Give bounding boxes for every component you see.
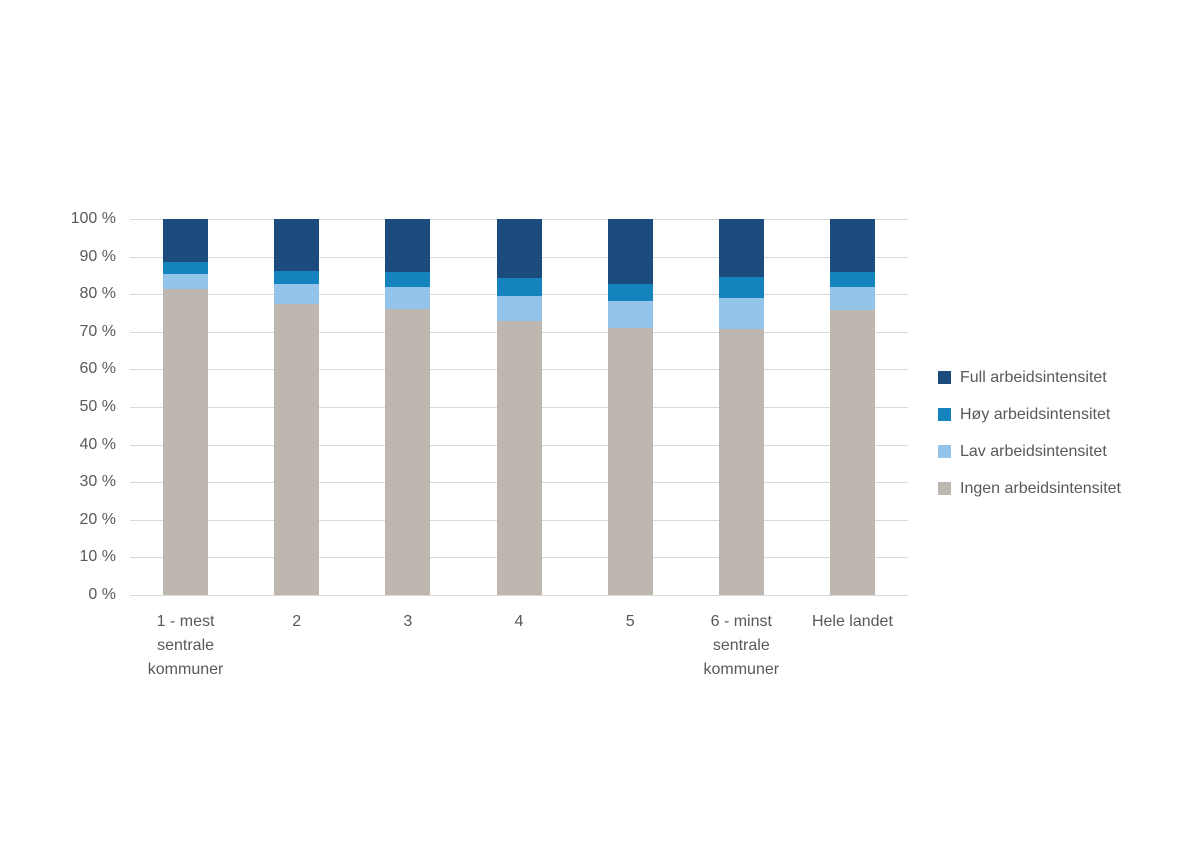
legend-swatch-icon bbox=[938, 408, 951, 421]
bar-segment-lav bbox=[385, 287, 431, 310]
y-tick-label: 70 % bbox=[79, 322, 116, 340]
y-tick-label: 50 % bbox=[79, 398, 116, 415]
bar-segment-full bbox=[163, 219, 209, 263]
bar-segment-høy bbox=[718, 276, 764, 298]
bar-segment-full bbox=[829, 219, 875, 273]
bar-segment-full bbox=[385, 219, 431, 272]
legend-label: Full arbeidsintensitet bbox=[960, 369, 1107, 386]
y-tick-label: 0 % bbox=[88, 586, 116, 603]
y-tick-label: 100 % bbox=[70, 210, 116, 227]
bar-segment-full bbox=[607, 219, 653, 284]
bar-segment-ingen bbox=[829, 310, 875, 595]
bar-segment-full bbox=[718, 219, 764, 277]
legend: Full arbeidsintensitet Høy arbeidsintensi… bbox=[938, 366, 1121, 500]
y-tick-label: 60 % bbox=[79, 360, 116, 378]
bar-segment-høy bbox=[274, 270, 320, 285]
bar-segment-høy bbox=[829, 272, 875, 288]
x-tick-label: Hele landet bbox=[811, 613, 893, 630]
legend-swatch-icon bbox=[938, 371, 951, 384]
bar-7 bbox=[829, 219, 875, 595]
bar-segment-lav bbox=[607, 301, 653, 329]
bar-2 bbox=[274, 219, 320, 595]
y-tick-label: 20 % bbox=[79, 510, 116, 528]
bar-1 bbox=[163, 219, 209, 595]
legend-label: Lav arbeidsintensitet bbox=[960, 443, 1107, 460]
bar-segment-ingen bbox=[274, 303, 320, 595]
bar-5 bbox=[607, 219, 653, 595]
bar-segment-lav bbox=[163, 273, 209, 290]
bar-segment-høy bbox=[163, 262, 209, 274]
bar-segment-lav bbox=[718, 297, 764, 330]
y-tick-label: 40 % bbox=[79, 435, 116, 453]
x-tick-label: 5 bbox=[625, 613, 635, 630]
legend-item: Full arbeidsintensitet bbox=[938, 366, 1121, 389]
bar-segment-ingen bbox=[496, 320, 542, 595]
y-tick-label: 90 % bbox=[79, 247, 116, 265]
bar-segment-høy bbox=[385, 271, 431, 288]
legend-item: Ingen arbeidsintensitet bbox=[938, 477, 1121, 500]
bar-segment-lav bbox=[829, 287, 875, 310]
x-tick-label: 2 bbox=[292, 613, 302, 630]
bar-segment-full bbox=[274, 219, 320, 271]
bar-segment-lav bbox=[274, 284, 320, 304]
legend-swatch-icon bbox=[938, 482, 951, 495]
bar-segment-lav bbox=[496, 295, 542, 321]
x-tick-label: 4 bbox=[514, 613, 524, 630]
x-tick-label: 6 - minst sentrale kommuner bbox=[703, 613, 780, 678]
x-tick-label: 3 bbox=[403, 613, 413, 630]
bar-segment-ingen bbox=[385, 309, 431, 595]
x-axis-line bbox=[130, 595, 908, 596]
bar-segment-ingen bbox=[163, 289, 209, 595]
legend-swatch-icon bbox=[938, 445, 951, 458]
y-tick-label: 80 % bbox=[79, 285, 116, 303]
y-tick-label: 30 % bbox=[79, 473, 116, 491]
bar-6 bbox=[718, 219, 764, 595]
legend-item: Lav arbeidsintensitet bbox=[938, 440, 1121, 463]
bar-3 bbox=[385, 219, 431, 595]
legend-item: Høy arbeidsintensitet bbox=[938, 403, 1121, 426]
bar-segment-ingen bbox=[607, 328, 653, 595]
legend-label: Ingen arbeidsintensitet bbox=[960, 480, 1121, 497]
x-tick-label: 1 - mest sentrale kommuner bbox=[147, 613, 224, 678]
bar-segment-full bbox=[496, 219, 542, 279]
bar-segment-ingen bbox=[718, 329, 764, 595]
legend-label: Høy arbeidsintensitet bbox=[960, 406, 1111, 423]
plot-area bbox=[130, 219, 908, 596]
y-tick-label: 10 % bbox=[79, 548, 116, 566]
bar-4 bbox=[496, 219, 542, 595]
bar-segment-høy bbox=[607, 283, 653, 302]
bar-segment-høy bbox=[496, 278, 542, 296]
